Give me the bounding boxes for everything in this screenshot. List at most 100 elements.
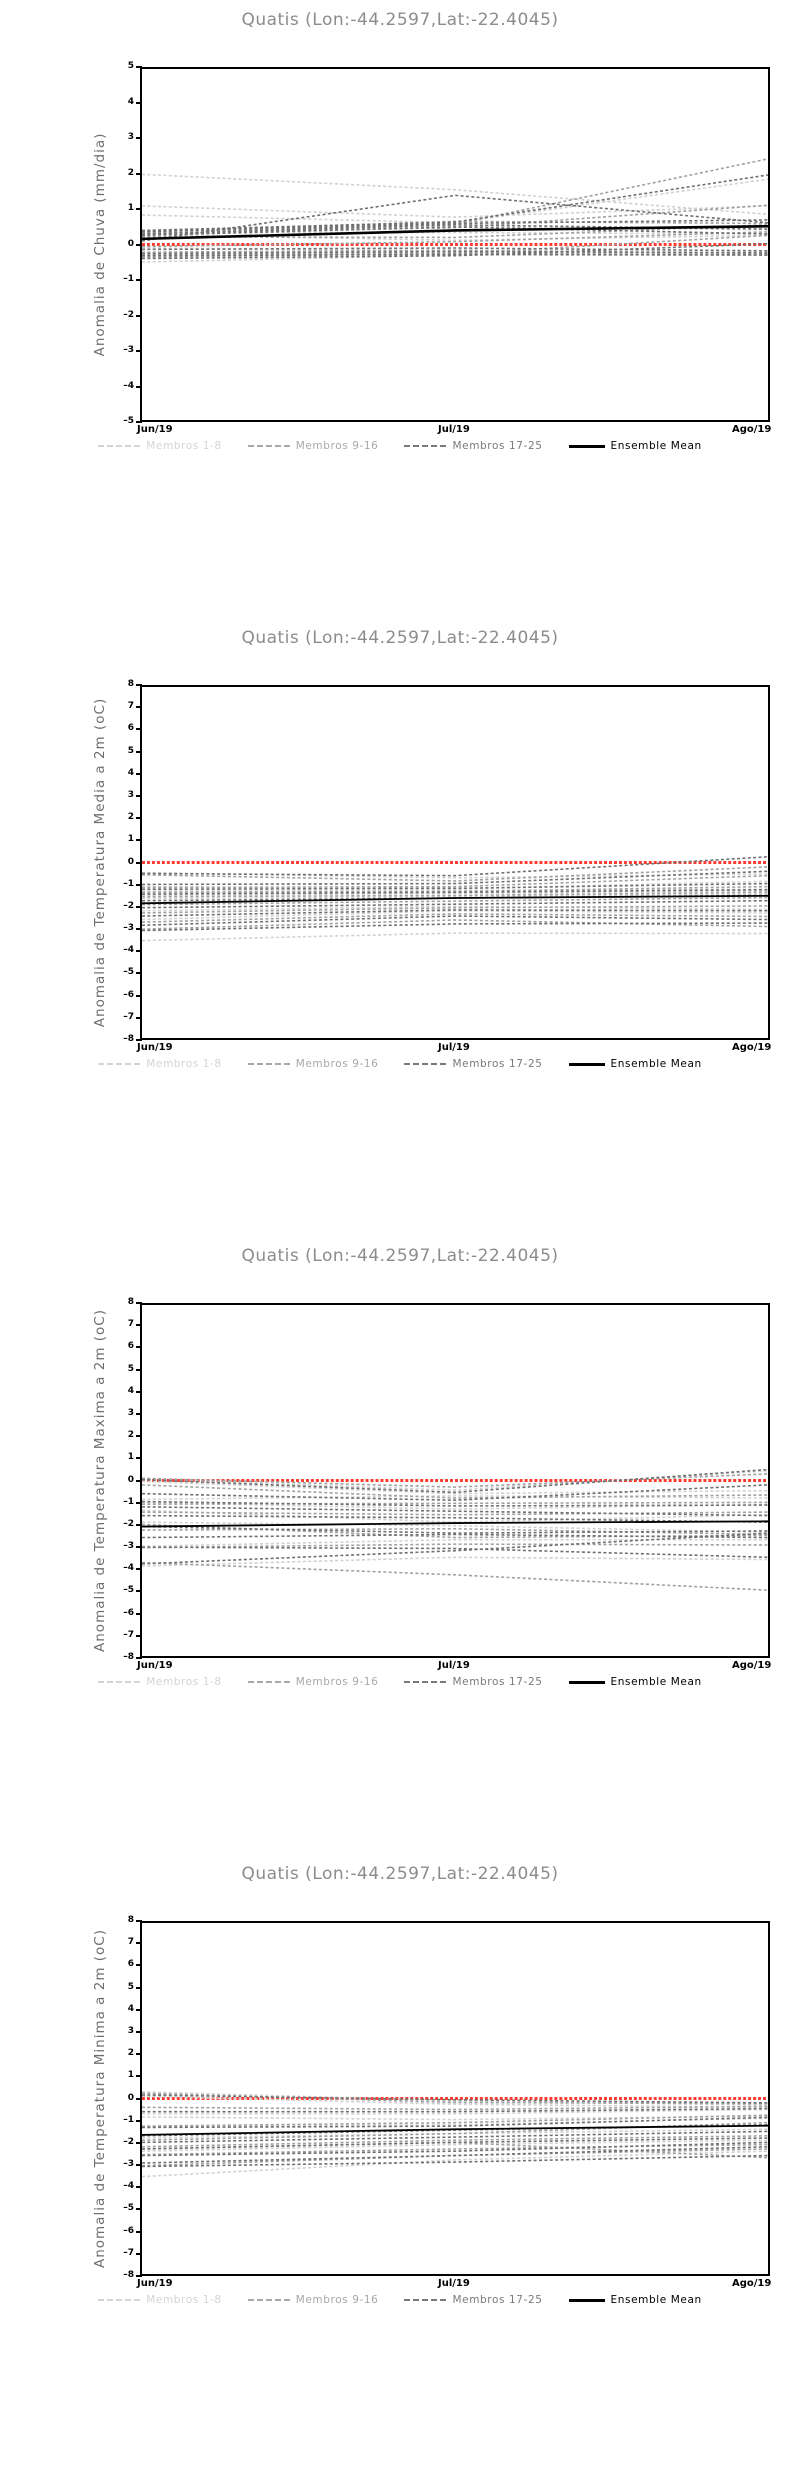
member-line [142, 2116, 768, 2129]
y-tick-mark [136, 728, 142, 731]
member-line [142, 178, 768, 224]
y-tick-label: 6 [127, 1959, 134, 1970]
legend-label: Membros 17-25 [452, 1676, 543, 1688]
member-line [142, 890, 768, 897]
y-tick-mark [136, 706, 142, 709]
y-tick-label: 3 [127, 789, 134, 800]
y-tick-mark [136, 2008, 142, 2011]
y-tick-label: –2 [123, 1518, 134, 1529]
chart-legend: Membros 1-8 Membros 9-16 Membros 17-25 Ense… [0, 1672, 800, 1692]
y-tick-label: –4 [123, 945, 134, 956]
y-tick-mark [136, 839, 142, 842]
y-tick-mark [136, 172, 142, 175]
legend-label: Membros 9-16 [295, 440, 379, 452]
y-tick-mark [136, 1346, 142, 1349]
y-tick-mark [136, 1612, 142, 1615]
legend-label: Membros 9-16 [295, 2294, 379, 2306]
y-tick-label: 8 [127, 679, 134, 689]
member-line [142, 905, 768, 912]
legend-membros-1-8[interactable]: Membros 1-8 [98, 2294, 221, 2306]
chart-title: Quatis (Lon:-44.2597,Lat:-22.4045) [241, 1864, 559, 1884]
y-tick-mark [136, 1412, 142, 1415]
y-tick-label: 4 [127, 1385, 134, 1396]
legend-membros-17-25[interactable]: Membros 17-25 [404, 1058, 542, 1070]
legend-membros-9-16[interactable]: Membros 9-16 [247, 1058, 379, 1070]
y-tick-mark [136, 883, 142, 886]
member-line [142, 2135, 768, 2148]
member-line [142, 1543, 768, 1549]
legend-label: Ensemble Mean [610, 1676, 702, 1688]
y-tick-label: –7 [123, 1629, 134, 1640]
member-line [142, 932, 768, 942]
legend-ensemble-mean[interactable]: Ensemble Mean [568, 1676, 702, 1688]
ensemble-mean-line [142, 1520, 768, 1528]
legend-swatch-line [568, 1062, 605, 1066]
series-layer [142, 856, 768, 942]
member-line [142, 919, 768, 930]
y-tick-label: 3 [127, 1407, 134, 1418]
legend-membros-17-25[interactable]: Membros 17-25 [404, 2294, 542, 2306]
chart-legend: Membros 1-8 Membros 9-16 Membros 17-25 Ense… [0, 1054, 800, 1074]
x-tick-label: Jul/19 [438, 2278, 470, 2289]
x-tick-label: Jun/19 [137, 1660, 173, 1671]
y-tick-label: 0 [127, 238, 134, 249]
y-tick-label: 2 [127, 2048, 134, 2059]
y-tick-label: 7 [127, 1937, 134, 1948]
legend-membros-9-16[interactable]: Membros 9-16 [247, 2294, 379, 2306]
y-tick-label: 0 [127, 2092, 134, 2103]
y-tick-mark [136, 350, 142, 352]
member-line [142, 2095, 768, 2109]
x-tick-label: Ago/19 [732, 424, 772, 435]
y-tick-mark [136, 1324, 142, 1327]
legend-membros-1-8[interactable]: Membros 1-8 [98, 1058, 221, 1070]
member-line [142, 219, 768, 233]
legend-swatch-line [404, 2299, 447, 2301]
y-tick-label: –6 [123, 2225, 134, 2236]
legend-label: Membros 1-8 [146, 2294, 222, 2306]
y-tick-mark [136, 2075, 142, 2078]
legend-membros-9-16[interactable]: Membros 9-16 [247, 440, 379, 452]
y-tick-label: –7 [123, 2247, 134, 2258]
y-tick-label: –8 [123, 1034, 134, 1044]
y-tick-mark [136, 772, 142, 775]
legend-membros-17-25[interactable]: Membros 17-25 [404, 440, 542, 452]
y-tick-mark [136, 279, 142, 281]
y-tick-label: –3 [123, 2159, 134, 2170]
y-tick-label: 6 [127, 723, 134, 734]
legend-label: Ensemble Mean [610, 1058, 702, 1070]
y-tick-label: 0 [127, 1474, 134, 1485]
member-line [142, 243, 768, 260]
y-tick-mark [136, 2119, 142, 2122]
y-tick-mark [136, 861, 142, 864]
ensemble-mean-line [142, 224, 768, 241]
member-line [142, 1501, 768, 1505]
member-line [142, 205, 768, 218]
legend-membros-9-16[interactable]: Membros 9-16 [247, 1676, 379, 1688]
member-line [142, 174, 768, 232]
ensemble-mean-line [142, 894, 768, 905]
member-line [142, 2139, 768, 2152]
legend-ensemble-mean[interactable]: Ensemble Mean [568, 440, 702, 452]
legend-membros-1-8[interactable]: Membros 1-8 [98, 1676, 221, 1688]
y-tick-mark [136, 794, 142, 797]
y-tick-label: –5 [123, 416, 134, 426]
legend-membros-1-8[interactable]: Membros 1-8 [98, 440, 221, 452]
member-line [142, 1484, 768, 1502]
y-tick-label: 4 [127, 2003, 134, 2014]
member-line [142, 2137, 768, 2150]
y-tick-label: 0 [127, 856, 134, 867]
y-tick-mark [136, 2030, 142, 2033]
legend-ensemble-mean[interactable]: Ensemble Mean [568, 1058, 702, 1070]
legend-membros-17-25[interactable]: Membros 17-25 [404, 1676, 542, 1688]
member-line [142, 1521, 768, 1534]
member-line [142, 2141, 768, 2157]
member-line [142, 905, 768, 914]
y-tick-mark [136, 2097, 142, 2100]
y-tick-mark [136, 1368, 142, 1371]
legend-label: Membros 9-16 [295, 1058, 379, 1070]
chart-legend: Membros 1-8 Membros 9-16 Membros 17-25 Ense… [0, 436, 800, 456]
y-tick-mark [136, 1390, 142, 1393]
y-tick-label: 5 [127, 1363, 134, 1374]
legend-ensemble-mean[interactable]: Ensemble Mean [568, 2294, 702, 2306]
